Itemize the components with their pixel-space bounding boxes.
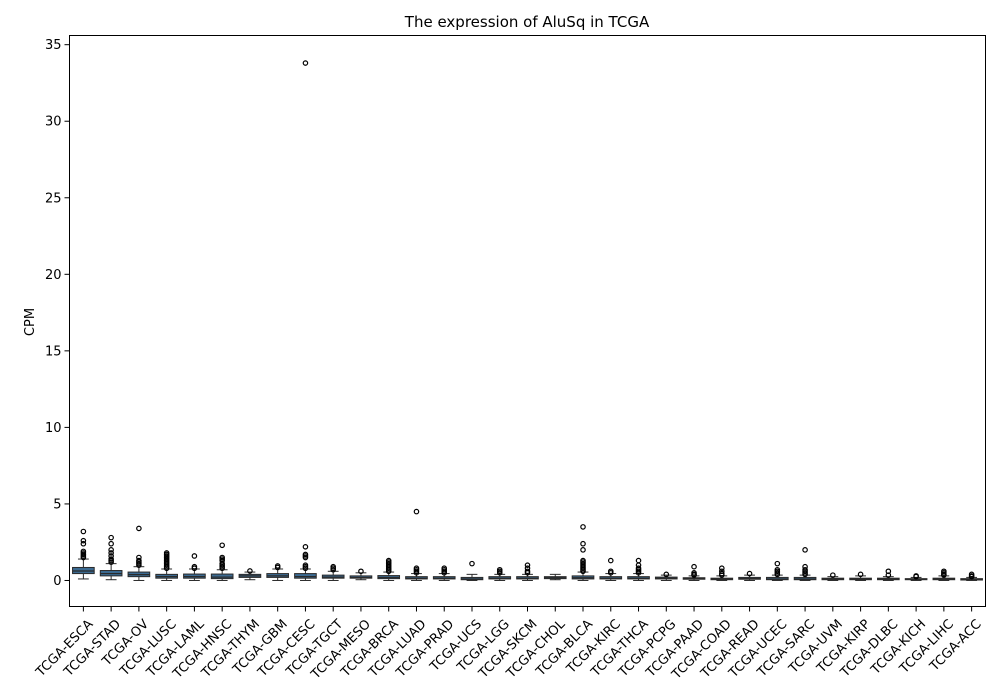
outlier-point — [302, 543, 309, 550]
outlier-point — [108, 556, 114, 562]
box — [210, 573, 234, 580]
outlier-point — [830, 572, 836, 578]
y-tick-label: 5 — [53, 497, 61, 512]
outlier-point — [274, 563, 281, 569]
outlier-point — [635, 565, 642, 572]
outlier-point — [219, 542, 225, 549]
outlier-point — [719, 565, 725, 572]
outlier-point — [191, 553, 198, 559]
outlier-point — [413, 565, 420, 572]
outlier-point — [774, 560, 781, 567]
outlier-point — [80, 537, 87, 544]
outlier-point — [607, 568, 614, 575]
outlier-point — [719, 570, 725, 577]
y-tick-label: 35 — [45, 38, 62, 53]
outlier-point — [913, 573, 919, 579]
y-tick-label: 0 — [53, 574, 61, 589]
outlier-point — [885, 568, 892, 575]
chart-title: The expression of AluSq in TCGA — [404, 13, 650, 31]
outlier-point — [136, 525, 142, 532]
axes-frame — [69, 35, 986, 607]
outlier-point — [691, 570, 697, 576]
outlier-point — [191, 563, 198, 570]
outlier-point — [330, 563, 336, 570]
outlier-point — [136, 554, 142, 561]
outlier-point — [524, 568, 531, 575]
outlier-point — [80, 528, 87, 535]
outlier-point — [163, 550, 170, 556]
outlier-point — [469, 560, 475, 567]
outlier-point — [108, 553, 114, 559]
y-tick-label: 15 — [45, 344, 62, 359]
outlier-point — [580, 557, 586, 564]
outlier-point — [108, 547, 114, 553]
outlier-point — [108, 534, 114, 541]
y-tick-label: 10 — [45, 421, 62, 436]
outlier-point — [691, 563, 697, 570]
outlier-point — [802, 566, 808, 573]
outlier-point — [358, 568, 364, 575]
outlier-point — [524, 562, 531, 568]
outlier-point — [302, 562, 309, 568]
outlier-point — [80, 548, 87, 555]
outlier-point — [802, 547, 808, 553]
outlier-point — [385, 557, 392, 564]
outlier-point — [968, 571, 975, 578]
plot-area: 05101520253035TCGA-ESCATCGA-STADTCGA-OVT… — [33, 38, 985, 683]
outlier-point — [774, 566, 781, 573]
y-tick-label: 30 — [45, 115, 62, 130]
outlier-point — [607, 557, 614, 564]
outlier-point — [441, 565, 448, 572]
outlier-point — [108, 540, 114, 547]
outlier-point — [219, 554, 225, 561]
outlier-point — [580, 540, 586, 547]
outlier-point — [302, 551, 309, 558]
box — [294, 573, 317, 579]
outlier-point — [247, 568, 253, 574]
outlier-point — [580, 547, 586, 553]
outlier-point — [524, 565, 531, 572]
outlier-point — [496, 566, 503, 573]
outlier-point — [80, 540, 87, 547]
y-axis-label: CPM — [23, 308, 38, 336]
outlier-point — [108, 550, 114, 556]
outlier-point — [746, 570, 753, 577]
outlier-point — [719, 568, 725, 575]
y-tick-label: 20 — [45, 268, 62, 283]
outlier-point — [635, 562, 642, 568]
outlier-point — [857, 571, 864, 578]
outlier-point — [136, 557, 142, 564]
outlier-point — [580, 524, 586, 530]
outlier-point — [941, 568, 947, 575]
y-tick-label: 25 — [45, 191, 62, 206]
outlier-point — [802, 563, 808, 570]
outlier-point — [302, 60, 309, 66]
outlier-point — [413, 508, 420, 515]
outlier-point — [635, 557, 642, 564]
outlier-point — [663, 571, 670, 578]
